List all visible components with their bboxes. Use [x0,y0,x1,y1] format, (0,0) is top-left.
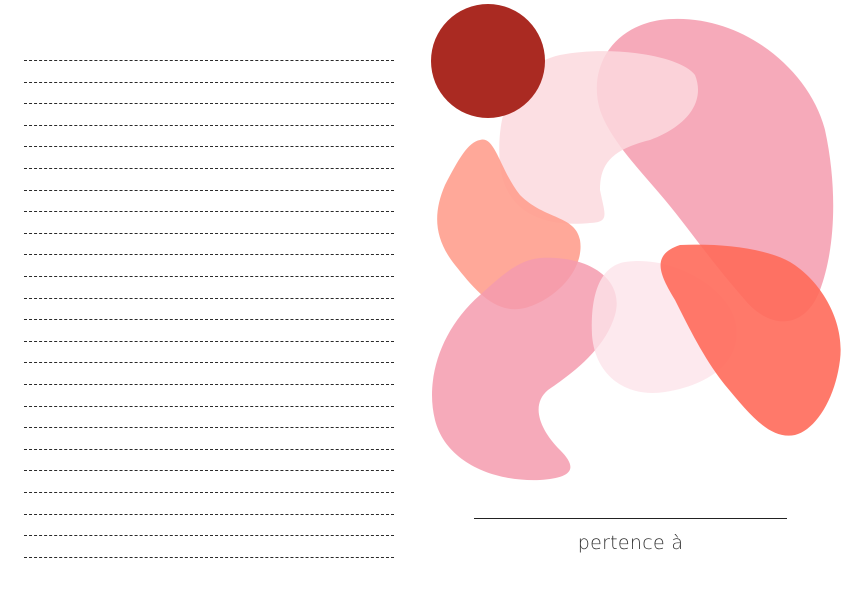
ruled-line [24,319,394,321]
ruled-line [24,470,394,472]
ruled-line [24,362,394,364]
abstract-artwork [420,0,842,500]
ruled-line [24,81,394,83]
ruled-line [24,124,394,126]
ruled-line [24,168,394,169]
ruled-line [24,556,394,558]
ruled-line [24,340,394,342]
dark-red-circle [431,4,545,118]
ruled-notes-area [24,60,394,560]
ruled-line [24,211,394,213]
pale-pink-blob [499,51,698,224]
ruled-line [24,103,394,105]
abstract-shapes-svg [431,4,841,481]
ruled-line [24,60,394,61]
owner-signature-line[interactable] [474,518,787,519]
ruled-line [24,254,394,256]
coral-blob [660,244,841,436]
ruled-line [24,535,394,537]
ruled-line [24,492,394,493]
ruled-line [24,189,394,191]
ruled-line [24,384,394,385]
ruled-line [24,232,394,234]
ruled-line [24,513,394,515]
ruled-line [24,405,394,407]
rose-blob-bottom [432,257,617,481]
ruled-line [24,146,394,148]
ruled-line [24,297,394,299]
ruled-line [24,427,394,429]
owner-label: pertence à [577,532,684,554]
ruled-line [24,276,394,277]
ruled-line [24,448,394,450]
